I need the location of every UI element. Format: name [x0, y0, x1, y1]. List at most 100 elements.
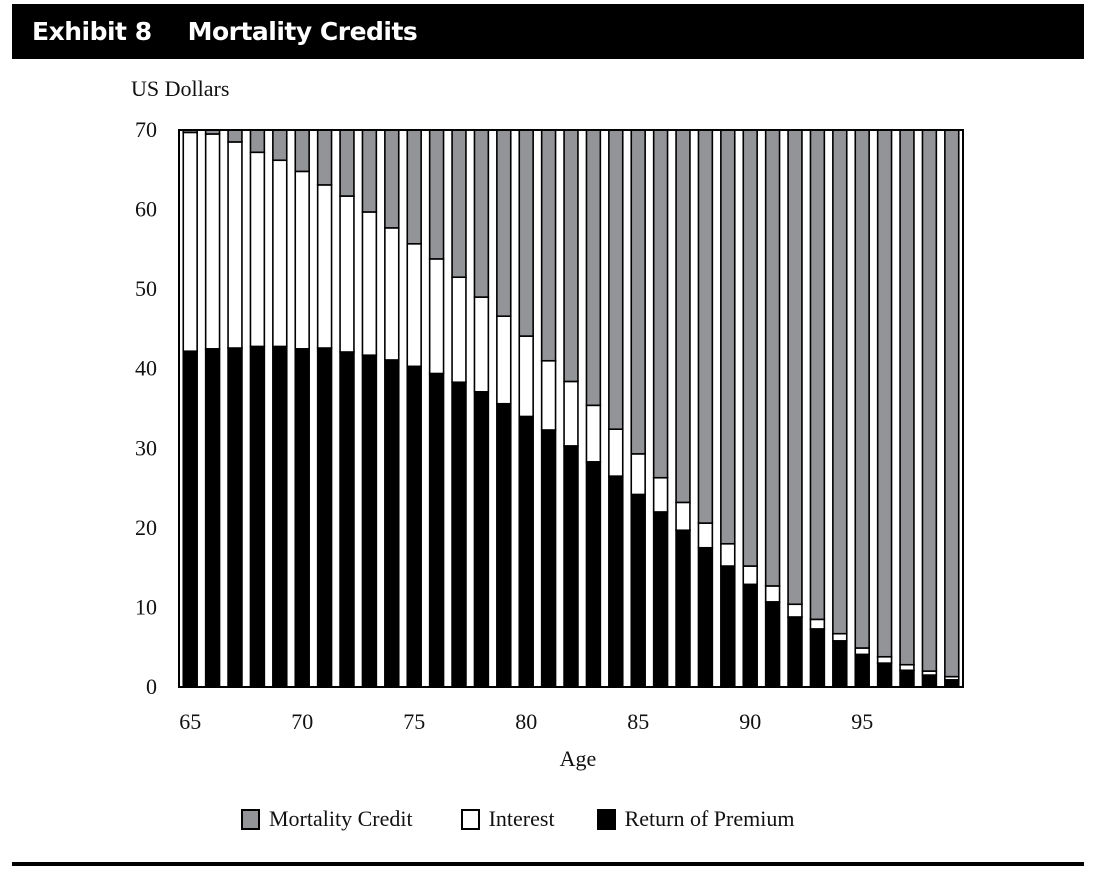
bar-interest-95 [854, 647, 870, 656]
stacked-bar-chart: 0 10 20 30 40 50 60 70 65 70 75 80 85 90 95 Age [135, 117, 964, 771]
bar-return-of-premium-79 [496, 402, 512, 688]
y-tick-label: 50 [135, 276, 157, 301]
bar-interest-93 [809, 618, 826, 630]
bar-return-of-premium-95 [854, 653, 870, 688]
bar-mortality-credit-82 [563, 129, 579, 383]
y-tick-label: 60 [135, 197, 157, 222]
x-tick-label: 65 [179, 709, 201, 734]
legend-swatch-return-of-premium [596, 808, 616, 830]
bar-return-of-premium-72 [339, 351, 355, 688]
bar-interest-73 [361, 211, 378, 356]
bar-mortality-credit-70 [294, 129, 310, 173]
bars-group [182, 129, 960, 688]
legend-label: Return of Premium [624, 806, 795, 831]
bar-interest-70 [294, 170, 310, 350]
bar-mortality-credit-87 [675, 129, 691, 504]
chart-title: Mortality Credits [187, 17, 418, 46]
bar-interest-89 [720, 542, 736, 567]
bar-mortality-credit-76 [428, 129, 445, 260]
x-tick-label: 70 [291, 709, 313, 734]
bar-return-of-premium-90 [742, 583, 758, 688]
bar-return-of-premium-75 [406, 365, 422, 688]
legend-swatch-mortality-credit [241, 808, 260, 830]
bar-interest-79 [496, 315, 512, 405]
bar-return-of-premium-84 [608, 475, 624, 688]
bar-mortality-credit-93 [809, 129, 826, 621]
bar-interest-68 [249, 151, 266, 348]
bar-mortality-credit-86 [652, 129, 669, 479]
plot-frame [178, 129, 964, 688]
bar-return-of-premium-96 [876, 662, 893, 688]
bar-interest-85 [630, 453, 646, 496]
bar-interest-86 [652, 476, 669, 513]
bar-mortality-credit-75 [406, 129, 422, 245]
x-tick-label: 90 [739, 709, 761, 734]
bar-interest-83 [585, 404, 602, 463]
bar-interest-67 [227, 141, 243, 349]
bar-interest-87 [675, 501, 691, 532]
bar-interest-78 [473, 296, 490, 393]
bar-mortality-credit-96 [876, 129, 893, 658]
legend-item-interest: Interest [460, 806, 555, 832]
legend-item-return-of-premium: Return of Premium [596, 806, 795, 832]
y-axis-label: US Dollars [131, 76, 230, 101]
bar-return-of-premium-93 [809, 628, 826, 688]
bar-return-of-premium-78 [473, 390, 490, 688]
y-tick-label: 10 [135, 594, 157, 619]
bar-interest-69 [272, 159, 288, 348]
bar-return-of-premium-89 [720, 565, 736, 688]
bar-return-of-premium-70 [294, 348, 310, 688]
bar-mortality-credit-88 [697, 129, 714, 524]
x-tick-label: 85 [627, 709, 649, 734]
bar-interest-75 [406, 242, 422, 368]
bar-interest-84 [608, 428, 624, 477]
bar-mortality-credit-69 [272, 129, 288, 162]
x-tick-label: 95 [851, 709, 873, 734]
bar-interest-77 [451, 276, 467, 384]
bar-mortality-credit-85 [630, 129, 646, 455]
bar-mortality-credit-98 [921, 129, 938, 672]
bar-mortality-credit-74 [384, 129, 400, 229]
x-tick-labels: 65 70 75 80 85 90 95 [179, 709, 873, 734]
bar-interest-72 [339, 195, 355, 353]
bar-return-of-premium-92 [787, 616, 803, 688]
bar-return-of-premium-98 [921, 674, 938, 688]
bar-return-of-premium-88 [697, 546, 714, 688]
bar-mortality-credit-67 [227, 129, 243, 143]
bar-return-of-premium-99 [944, 679, 960, 688]
bar-interest-71 [316, 184, 333, 349]
bar-return-of-premium-74 [384, 359, 400, 688]
bar-mortality-credit-94 [832, 129, 848, 635]
bar-interest-65 [182, 131, 198, 353]
y-tick-label: 70 [135, 117, 157, 142]
bar-return-of-premium-68 [249, 345, 266, 688]
bar-interest-66 [204, 133, 221, 350]
bar-mortality-credit-97 [899, 129, 915, 666]
bar-return-of-premium-80 [518, 415, 534, 688]
bar-return-of-premium-81 [540, 429, 557, 688]
bar-mortality-credit-84 [608, 129, 624, 430]
bar-interest-94 [832, 632, 848, 642]
bar-interest-81 [540, 359, 557, 431]
bar-interest-82 [563, 380, 579, 447]
bar-interest-76 [428, 258, 445, 375]
bar-mortality-credit-90 [742, 129, 758, 567]
bottom-rule [12, 862, 1084, 866]
x-tick-label: 75 [403, 709, 425, 734]
legend: Mortality Credit Interest Return of Prem… [241, 806, 794, 832]
bar-mortality-credit-92 [787, 129, 803, 606]
bar-return-of-premium-86 [652, 511, 669, 688]
bar-interest-90 [742, 565, 758, 586]
exhibit-label: Exhibit 8 [32, 17, 152, 46]
bar-mortality-credit-77 [451, 129, 467, 279]
bar-return-of-premium-94 [832, 640, 848, 688]
bar-mortality-credit-80 [518, 129, 534, 337]
bar-mortality-credit-78 [473, 129, 490, 298]
legend-label: Mortality Credit [269, 806, 413, 831]
bar-interest-74 [384, 227, 400, 361]
bar-mortality-credit-68 [249, 129, 266, 154]
bar-mortality-credit-72 [339, 129, 355, 197]
bar-mortality-credit-89 [720, 129, 736, 545]
bar-return-of-premium-71 [316, 347, 333, 688]
bar-interest-91 [764, 585, 781, 603]
